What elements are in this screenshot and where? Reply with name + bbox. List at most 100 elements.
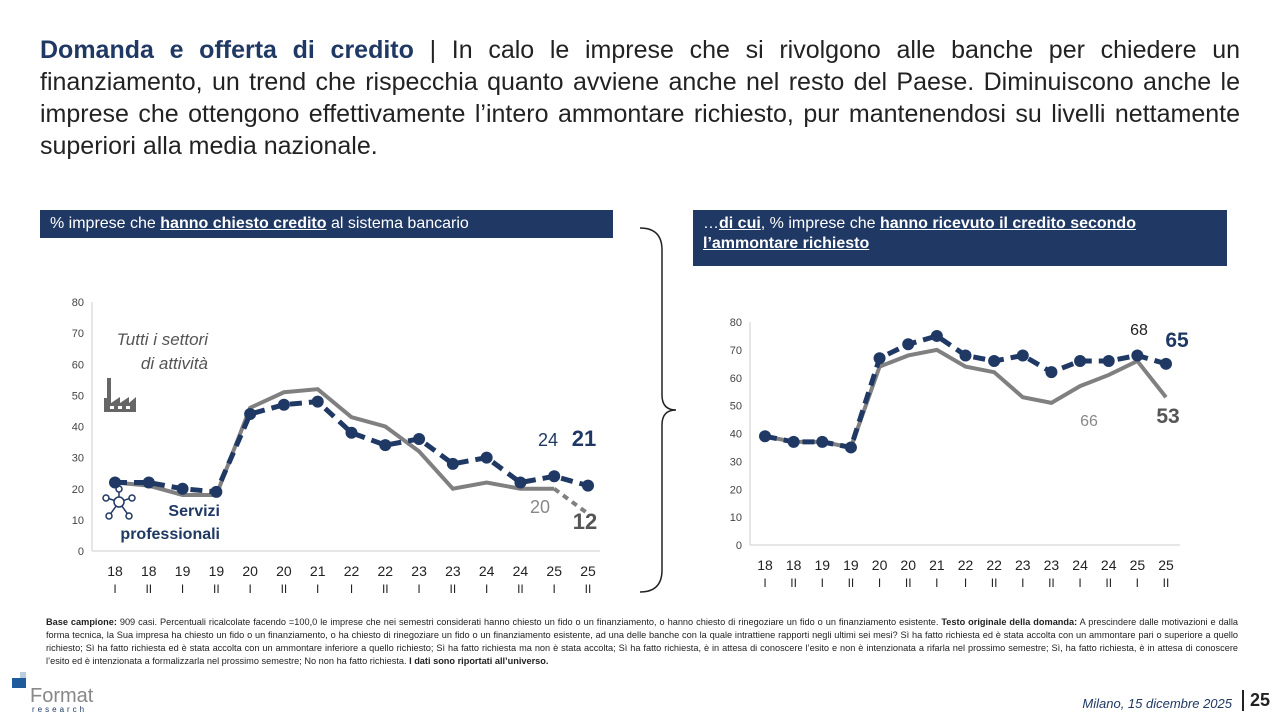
y-tick-label: 40 xyxy=(730,429,742,441)
x-tick-label-half: I xyxy=(181,582,184,596)
data-label: 65 xyxy=(1165,329,1189,352)
x-tick-label-half: II xyxy=(991,576,998,590)
x-tick-label-half: II xyxy=(905,576,912,590)
x-tick-label-half: I xyxy=(350,582,353,596)
x-tick-label-half: I xyxy=(1136,576,1139,590)
brace xyxy=(639,227,677,593)
x-tick-label: 22 xyxy=(958,557,974,573)
data-point xyxy=(548,470,561,483)
legend-all-line1: Tutti i settori xyxy=(117,330,210,349)
x-tick-label-half: II xyxy=(213,582,220,596)
x-tick-label: 24 xyxy=(1072,557,1088,573)
data-point xyxy=(480,451,493,464)
title-sep: | xyxy=(413,36,452,64)
x-tick-label: 20 xyxy=(242,563,258,579)
x-tick-label: 25 xyxy=(1158,557,1174,573)
x-tick-label: 24 xyxy=(1101,557,1117,573)
data-point xyxy=(1160,357,1172,370)
x-tick-label-half: I xyxy=(878,576,881,590)
data-point xyxy=(902,338,915,351)
y-tick-label: 50 xyxy=(72,390,84,402)
data-point xyxy=(1016,349,1029,362)
x-tick-label-half: II xyxy=(281,582,288,596)
svg-text:Format: Format xyxy=(30,685,94,707)
x-tick-label: 25 xyxy=(546,563,562,579)
y-tick-label: 70 xyxy=(730,345,742,357)
x-tick-label: 23 xyxy=(445,563,461,579)
x-tick-label: 19 xyxy=(175,563,191,579)
x-tick-label-half: I xyxy=(964,576,967,590)
data-label: 21 xyxy=(572,426,596,451)
x-tick-label-half: II xyxy=(1048,576,1055,590)
data-point xyxy=(413,432,426,445)
y-tick-label: 40 xyxy=(72,422,84,434)
legend-all-line2: di attività xyxy=(141,354,208,373)
slide-title: Domanda e offerta di credito | In calo l… xyxy=(40,34,1240,162)
x-tick-label-half: II xyxy=(450,582,457,596)
data-point xyxy=(514,476,527,489)
y-tick-label: 20 xyxy=(72,484,84,496)
data-label: 24 xyxy=(538,430,558,450)
data-point xyxy=(816,435,829,448)
data-point xyxy=(446,457,459,470)
x-tick-label-half: I xyxy=(485,582,488,596)
y-tick-label: 30 xyxy=(72,453,84,465)
x-tick-label-half: I xyxy=(821,576,824,590)
x-tick-label-half: II xyxy=(382,582,389,596)
x-tick-label: 18 xyxy=(786,557,802,573)
series-line-blue xyxy=(115,399,589,495)
x-tick-label-half: I xyxy=(935,576,938,590)
x-tick-label-half: II xyxy=(585,582,592,596)
x-tick-label-half: I xyxy=(553,582,556,596)
page-number: 25 xyxy=(1241,690,1270,711)
data-point xyxy=(844,441,857,454)
data-point xyxy=(1045,366,1058,379)
svg-text:research: research xyxy=(32,705,87,714)
title-bold: Domanda e offerta di credito xyxy=(40,36,414,64)
x-tick-label-half: I xyxy=(417,582,420,596)
data-point xyxy=(109,476,121,489)
data-point xyxy=(176,482,189,495)
x-tick-label: 18 xyxy=(757,557,773,573)
data-point xyxy=(1131,349,1144,362)
x-tick-label: 24 xyxy=(479,563,495,579)
y-tick-label: 60 xyxy=(72,359,84,371)
data-point xyxy=(142,476,155,489)
x-tick-label-half: I xyxy=(763,576,766,590)
x-tick-label-half: I xyxy=(1078,576,1081,590)
x-tick-label: 20 xyxy=(872,557,888,573)
x-tick-label: 20 xyxy=(900,557,916,573)
x-tick-label: 22 xyxy=(377,563,393,579)
x-tick-label: 24 xyxy=(513,563,529,579)
data-point xyxy=(873,352,886,365)
y-tick-label: 60 xyxy=(730,373,742,385)
x-tick-label: 19 xyxy=(209,563,225,579)
x-tick-label: 25 xyxy=(1130,557,1146,573)
data-point xyxy=(345,426,358,439)
x-tick-label-half: I xyxy=(113,582,116,596)
factory-icon xyxy=(104,378,136,412)
y-tick-label: 0 xyxy=(736,540,742,552)
x-tick-label-half: II xyxy=(848,576,855,590)
data-point xyxy=(1102,355,1115,368)
format-research-logo: Format research xyxy=(12,672,122,721)
x-tick-label: 19 xyxy=(843,557,859,573)
x-tick-label-half: II xyxy=(517,582,524,596)
x-tick-label: 19 xyxy=(814,557,830,573)
legend-serv-line2: professionali xyxy=(120,526,220,543)
data-point xyxy=(277,398,290,411)
x-tick-label: 20 xyxy=(276,563,292,579)
data-label: 68 xyxy=(1130,322,1148,339)
data-point xyxy=(959,349,972,362)
slide-date: Milano, 15 dicembre 2025 xyxy=(1082,696,1232,711)
data-point xyxy=(582,479,594,492)
data-point xyxy=(311,395,324,408)
y-tick-label: 20 xyxy=(730,484,742,496)
x-tick-label: 18 xyxy=(141,563,157,579)
data-point xyxy=(988,355,1001,368)
x-tick-label: 23 xyxy=(1015,557,1031,573)
y-tick-label: 80 xyxy=(730,317,742,329)
y-tick-label: 10 xyxy=(72,515,84,527)
data-point xyxy=(379,439,392,452)
